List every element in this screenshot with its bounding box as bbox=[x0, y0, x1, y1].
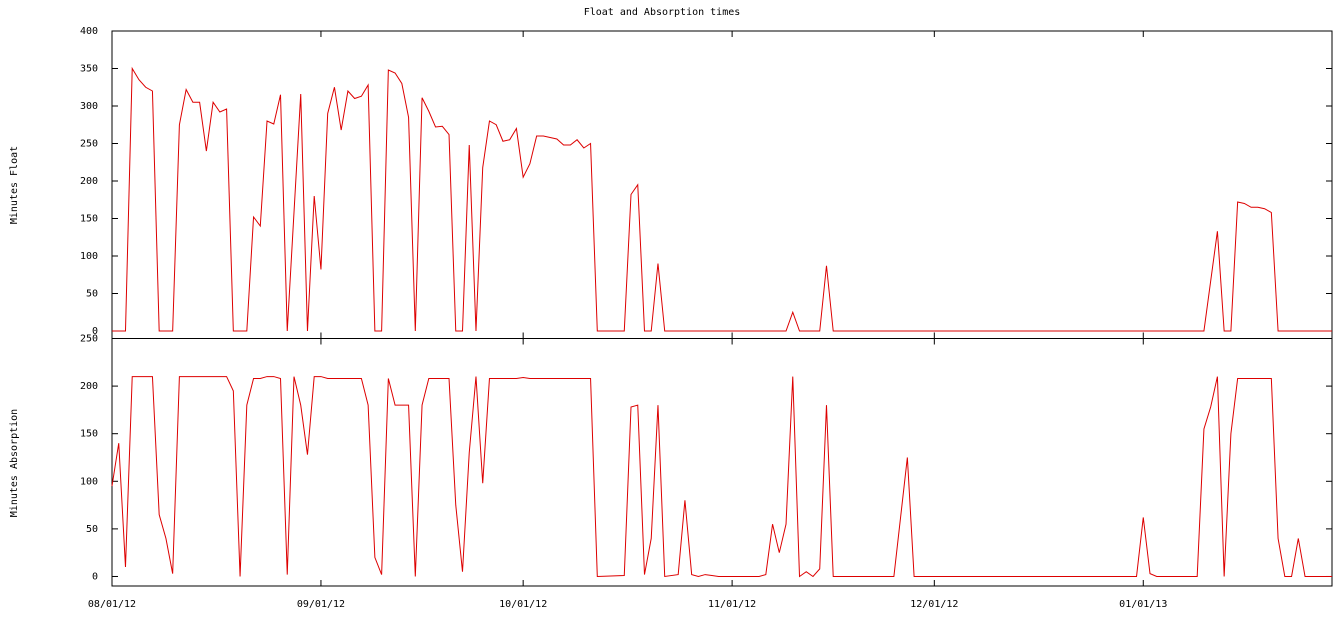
y-tick-label: 250 bbox=[80, 334, 98, 345]
x-tick-label: 09/01/12 bbox=[297, 599, 345, 610]
chart-title: Float and Absorption times bbox=[584, 7, 741, 18]
y-axis-label: Minutes Float bbox=[9, 146, 20, 224]
y-tick-label: 50 bbox=[86, 524, 98, 535]
y-tick-label: 400 bbox=[80, 26, 98, 37]
y-tick-label: 250 bbox=[80, 139, 98, 150]
x-tick-label: 01/01/13 bbox=[1119, 599, 1167, 610]
y-tick-label: 150 bbox=[80, 214, 98, 225]
x-tick-label: 10/01/12 bbox=[499, 599, 547, 610]
y-axis-label: Minutes Absorption bbox=[9, 409, 20, 517]
plot-frame bbox=[111, 338, 1333, 587]
y-tick-label: 100 bbox=[80, 476, 98, 487]
y-tick-label: 100 bbox=[80, 251, 98, 262]
y-tick-label: 50 bbox=[86, 289, 98, 300]
data-line bbox=[112, 66, 1332, 332]
x-tick-label: 08/01/12 bbox=[88, 599, 136, 610]
data-line bbox=[111, 376, 1332, 578]
x-tick-label: 12/01/12 bbox=[910, 599, 958, 610]
y-tick-label: 0 bbox=[92, 326, 98, 337]
y-tick-label: 350 bbox=[80, 64, 98, 75]
plot-frame bbox=[111, 30, 1333, 339]
y-tick-label: 0 bbox=[92, 571, 98, 582]
y-tick-label: 200 bbox=[80, 381, 98, 392]
y-tick-label: 300 bbox=[80, 101, 98, 112]
x-tick-label: 11/01/12 bbox=[708, 599, 756, 610]
y-tick-label: 200 bbox=[80, 176, 98, 187]
y-tick-label: 150 bbox=[80, 429, 98, 440]
